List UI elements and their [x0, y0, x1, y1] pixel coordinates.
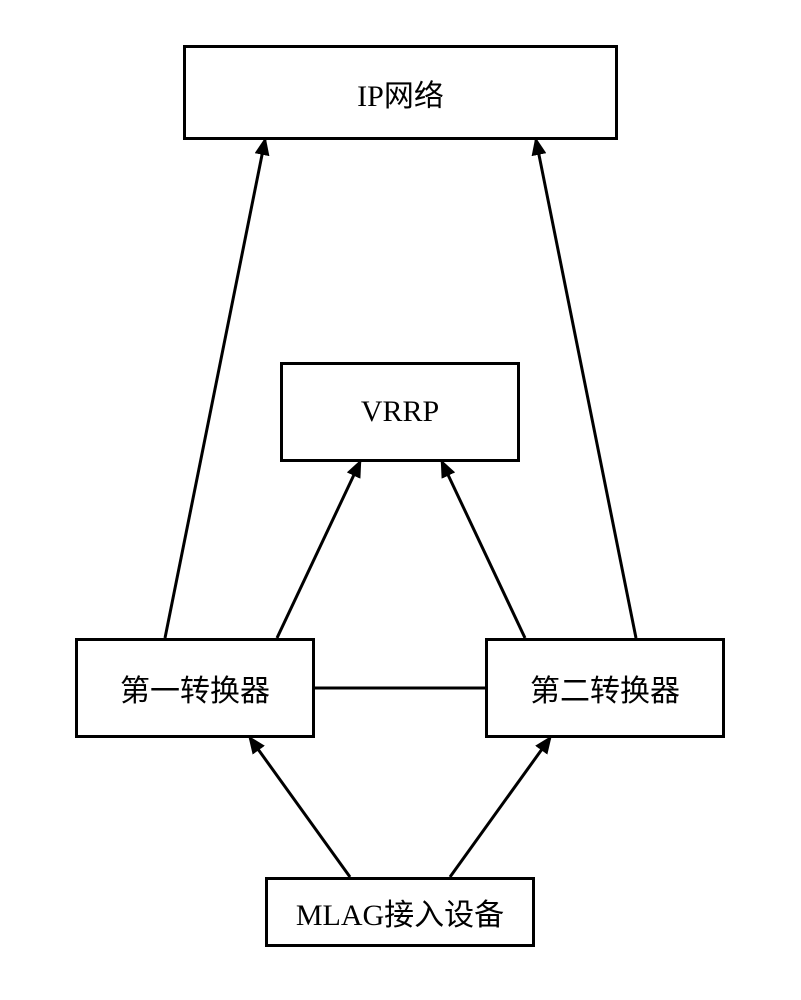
network-diagram: IP网络 VRRP 第一转换器 第二转换器 MLAG接入设备 [0, 0, 801, 1000]
node-label: 第二转换器 [530, 666, 680, 710]
node-vrrp: VRRP [280, 362, 520, 462]
node-label: VRRP [361, 395, 439, 429]
node-switch1: 第一转换器 [75, 638, 315, 738]
node-label: IP网络 [357, 71, 444, 115]
node-switch2: 第二转换器 [485, 638, 725, 738]
node-label: 第一转换器 [120, 666, 270, 710]
diagram-connections [0, 0, 801, 1000]
node-mlag: MLAG接入设备 [265, 877, 535, 947]
node-label: MLAG接入设备 [296, 890, 504, 934]
node-ip-network: IP网络 [183, 45, 618, 140]
